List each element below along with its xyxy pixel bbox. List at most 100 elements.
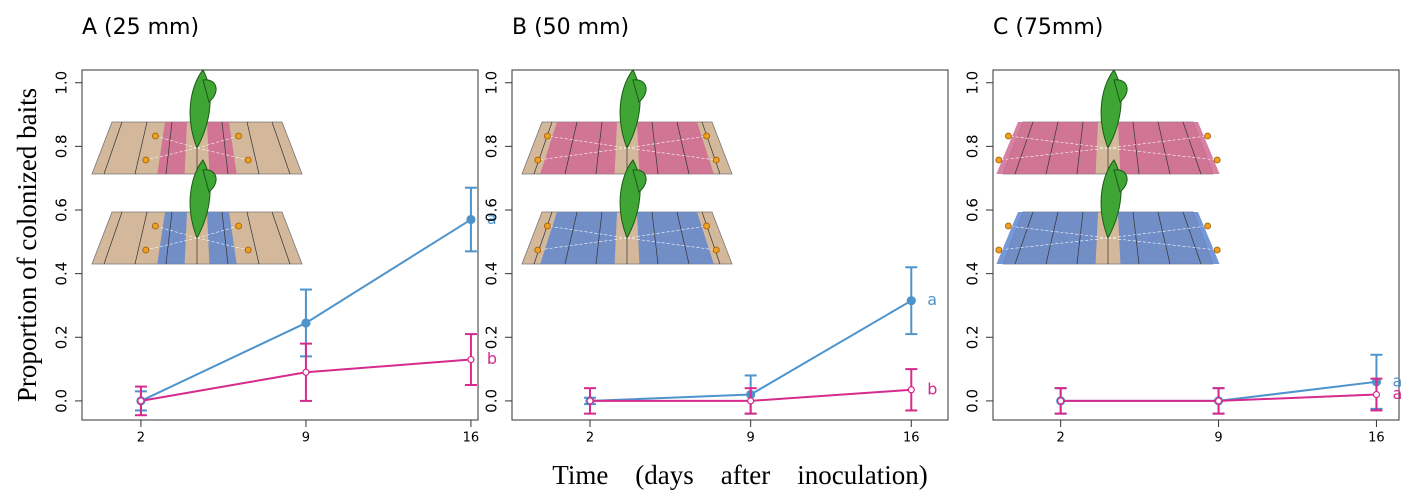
data-point bbox=[747, 397, 755, 405]
inset-leaf bbox=[632, 169, 647, 193]
inset-divider bbox=[134, 121, 148, 175]
x-tick-label: 9 bbox=[302, 431, 310, 446]
inset-divider bbox=[165, 211, 173, 265]
panel-title: B (50 mm) bbox=[512, 15, 629, 40]
data-point bbox=[466, 214, 476, 225]
y-tick-label: 0.2 bbox=[53, 325, 71, 349]
y-tick-label: 0.0 bbox=[964, 389, 982, 413]
inset-bait bbox=[712, 156, 720, 164]
inset-divider bbox=[1076, 211, 1084, 265]
inset-thread bbox=[1008, 225, 1109, 239]
inset-bait bbox=[142, 246, 150, 254]
inset-thread bbox=[196, 225, 239, 239]
inset-divider bbox=[1157, 211, 1171, 265]
data-point bbox=[906, 296, 916, 306]
inset-divider bbox=[701, 211, 721, 265]
inset-divider bbox=[221, 211, 229, 265]
inset-divider bbox=[701, 121, 721, 175]
inset-bait bbox=[244, 156, 252, 164]
inset-thread bbox=[145, 147, 198, 161]
data-point bbox=[1372, 390, 1381, 399]
inset-bait bbox=[235, 222, 243, 230]
data-point bbox=[1057, 397, 1065, 405]
x-axis-label: Time (days after inoculation) bbox=[552, 460, 927, 490]
data-point bbox=[1214, 397, 1223, 405]
inset-leaf bbox=[632, 79, 647, 103]
inset-divider bbox=[1182, 211, 1202, 265]
inset-thread bbox=[1107, 147, 1218, 161]
data-point bbox=[301, 318, 311, 328]
inset-divider bbox=[1182, 121, 1202, 175]
inset-bait bbox=[712, 246, 720, 254]
inset-bait bbox=[995, 246, 1003, 254]
x-tick-label: 16 bbox=[463, 431, 480, 446]
inset-divider bbox=[221, 121, 229, 175]
inset-thread bbox=[547, 225, 628, 239]
inset-divider bbox=[1132, 121, 1140, 175]
y-tick-label: 0.2 bbox=[483, 325, 501, 349]
inset-thread bbox=[1008, 135, 1109, 149]
inset-thread bbox=[537, 147, 628, 161]
inset-divider bbox=[651, 211, 659, 265]
inset-divider bbox=[595, 211, 603, 265]
inset-divider bbox=[1014, 211, 1034, 265]
inset-bait bbox=[534, 246, 542, 254]
inset-divider bbox=[533, 211, 553, 265]
inset-thread bbox=[626, 237, 717, 251]
inset-bait bbox=[142, 156, 150, 164]
significance-letter: a bbox=[927, 290, 937, 309]
inset-thread bbox=[998, 237, 1109, 251]
inset-divider bbox=[271, 121, 291, 175]
y-tick-label: 1.0 bbox=[53, 71, 71, 95]
inset-bait bbox=[1204, 132, 1211, 140]
inset-bait bbox=[1005, 132, 1012, 140]
inset-divider bbox=[1014, 121, 1034, 175]
inset-thread bbox=[145, 237, 198, 251]
significance-letter: a bbox=[487, 209, 497, 228]
x-tick-label: 9 bbox=[747, 431, 755, 446]
inset-divider bbox=[1076, 121, 1084, 175]
y-tick-label: 0.6 bbox=[964, 198, 982, 222]
inset-divider bbox=[595, 121, 603, 175]
inset-strip bbox=[207, 212, 237, 264]
inset-divider bbox=[676, 211, 690, 265]
y-tick-label: 0.6 bbox=[53, 198, 71, 222]
y-tick-label: 1.0 bbox=[964, 71, 982, 95]
inset-bait bbox=[244, 246, 252, 254]
y-tick-label: 0.8 bbox=[964, 134, 982, 158]
x-tick-label: 2 bbox=[1057, 431, 1065, 446]
panel-title: A (25 mm) bbox=[82, 15, 199, 40]
inset-divider bbox=[246, 211, 260, 265]
inset-divider bbox=[165, 121, 173, 175]
inset-divider bbox=[651, 121, 659, 175]
inset-thread bbox=[1107, 237, 1218, 251]
y-tick-label: 0.0 bbox=[53, 389, 71, 413]
inset-thread bbox=[537, 237, 628, 251]
inset-thread bbox=[626, 147, 717, 161]
inset-thread bbox=[1107, 135, 1208, 149]
inset-thread bbox=[155, 225, 198, 239]
y-tick-label: 0.4 bbox=[53, 262, 71, 286]
y-tick-label: 1.0 bbox=[483, 71, 501, 95]
inset-divider bbox=[271, 211, 291, 265]
inset-bait bbox=[1204, 222, 1211, 230]
inset-divider bbox=[1157, 121, 1171, 175]
significance-letter: a bbox=[1392, 371, 1402, 390]
inset-leaf bbox=[1113, 169, 1128, 193]
x-tick-label: 16 bbox=[1368, 431, 1385, 446]
inset-divider bbox=[564, 211, 578, 265]
plot-frame bbox=[992, 69, 1400, 421]
y-tick-label: 0.6 bbox=[483, 198, 501, 222]
inset-bait bbox=[544, 222, 551, 230]
inset-leaf bbox=[1113, 79, 1128, 103]
y-tick-label: 0.4 bbox=[964, 262, 982, 286]
inset-thread bbox=[155, 135, 198, 149]
y-axis-label: Proportion of colonized baits bbox=[12, 88, 42, 402]
inset-bait bbox=[1213, 246, 1221, 254]
x-tick-label: 2 bbox=[586, 431, 594, 446]
inset-strip bbox=[996, 122, 1098, 174]
inset-thread bbox=[1107, 225, 1208, 239]
inset-thread bbox=[547, 135, 628, 149]
inset-thread bbox=[626, 135, 707, 149]
